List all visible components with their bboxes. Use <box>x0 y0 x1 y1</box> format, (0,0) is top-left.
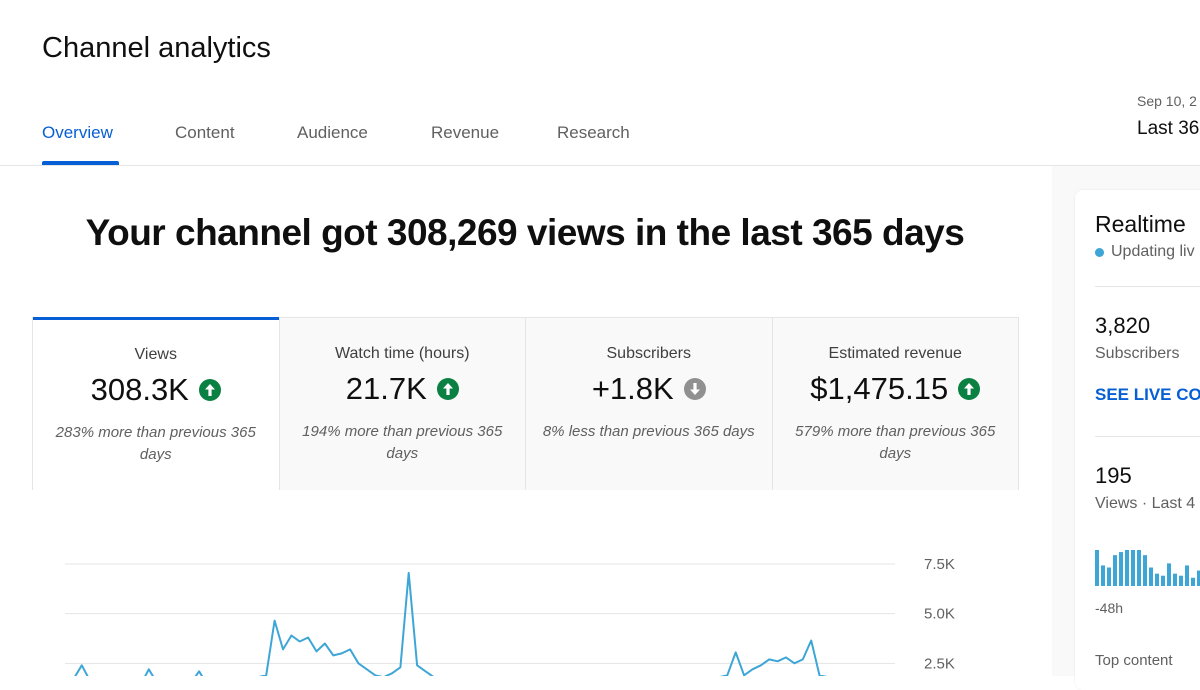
realtime-bar <box>1119 552 1123 586</box>
metric-value-row: 308.3K <box>33 372 279 408</box>
realtime-bars <box>1095 550 1200 586</box>
date-range-dates[interactable]: Sep 10, 2 <box>1137 93 1197 109</box>
tab-indicator <box>42 161 119 165</box>
trend-arrow <box>964 383 975 395</box>
trend-arrow <box>204 384 215 396</box>
y-tick-label: 5.0K <box>924 606 955 623</box>
y-tick-label: 7.5K <box>924 556 955 573</box>
realtime-card: Realtime Updating liv 3,820 Subscribers … <box>1075 190 1200 690</box>
realtime-bar <box>1143 555 1147 586</box>
realtime-bar <box>1101 565 1105 586</box>
realtime-bar <box>1167 563 1171 586</box>
top-bar: Channel analytics Overview Content Audie… <box>0 0 1200 166</box>
realtime-bar <box>1191 577 1195 586</box>
metric-note: 8% less than previous 365 days <box>542 423 755 440</box>
realtime-bar <box>1125 550 1129 586</box>
tab[interactable]: Content <box>175 123 235 142</box>
trend-icon <box>958 378 981 400</box>
tab[interactable]: Overview <box>42 123 113 142</box>
metric-card[interactable]: Views 308.3K 283% more than previous 365 d… <box>33 317 279 490</box>
metric-label: Watch time (hours) <box>334 345 470 362</box>
metric-value: $1,475.15 <box>810 371 949 406</box>
realtime-bar <box>1131 550 1135 586</box>
views-label: Views · Last 4 <box>1095 495 1196 512</box>
status-dot <box>1095 248 1104 257</box>
realtime-bar <box>1179 575 1183 586</box>
metric-label: Estimated revenue <box>828 345 962 362</box>
axis-start: -48h <box>1095 600 1124 616</box>
metric-value: +1.8K <box>591 371 674 406</box>
metric-value: 21.7K <box>345 371 427 406</box>
realtime-bar <box>1185 565 1189 586</box>
y-tick-label: 2.5K <box>924 655 955 672</box>
trend-arrow <box>442 383 453 395</box>
date-range-label[interactable]: Last 36 <box>1137 118 1200 139</box>
realtime-bar <box>1113 555 1117 586</box>
subscribers-value: 3,820 <box>1095 313 1151 338</box>
tab[interactable]: Audience <box>297 123 368 142</box>
realtime-bar <box>1161 575 1165 586</box>
subscribers-label: Subscribers <box>1095 345 1180 362</box>
realtime-bar <box>1095 550 1099 586</box>
live-link[interactable]: SEE LIVE CO <box>1095 385 1200 404</box>
page: Channel analytics Overview Content Audie… <box>0 0 1200 676</box>
metric-card[interactable]: Subscribers +1.8K 8% less than previous 36… <box>525 318 772 490</box>
metric-note: 283% more than previous 365 days <box>55 424 256 463</box>
divider <box>1095 436 1200 437</box>
trend-arrow <box>689 383 700 395</box>
tab[interactable]: Research <box>557 123 630 142</box>
realtime-status: Updating liv <box>1111 243 1195 260</box>
trend-icon <box>683 378 706 400</box>
views-line <box>74 571 828 676</box>
headline: Your channel got 308,269 views in the la… <box>85 212 965 253</box>
tab[interactable]: Revenue <box>431 123 500 142</box>
metric-value: 308.3K <box>90 372 189 407</box>
realtime-bar <box>1155 573 1159 586</box>
metric-label: Subscribers <box>606 345 691 362</box>
views-value: 195 <box>1095 463 1132 488</box>
metric-card[interactable]: Watch time (hours) 21.7K 194% more than pr… <box>278 318 526 490</box>
trend-icon <box>436 378 459 400</box>
realtime-bar <box>1173 573 1177 586</box>
metric-note: 579% more than previous 365 days <box>795 423 996 462</box>
page-title: Channel analytics <box>42 32 271 64</box>
metric-value-row: +1.8K <box>526 371 772 407</box>
divider <box>1095 286 1200 287</box>
metric-note: 194% more than previous 365 days <box>302 423 503 462</box>
metric-value-row: $1,475.15 <box>773 371 1019 407</box>
views-chart: 2.5K 5.0K 7.5K <box>65 556 955 676</box>
realtime-bar <box>1197 570 1200 586</box>
realtime-bar <box>1107 567 1111 586</box>
trend-icon <box>198 379 221 401</box>
metric-card[interactable]: Estimated revenue $1,475.15 579% more than… <box>771 318 1019 490</box>
realtime-bar <box>1137 550 1141 586</box>
metric-label: Views <box>134 346 177 363</box>
metric-cards: Views 308.3K 283% more than previous 365 d… <box>32 317 1019 490</box>
top-content: Top content <box>1095 652 1173 669</box>
metric-value-row: 21.7K <box>280 371 526 407</box>
realtime-title: Realtime <box>1095 211 1186 237</box>
realtime-bar <box>1149 567 1153 586</box>
